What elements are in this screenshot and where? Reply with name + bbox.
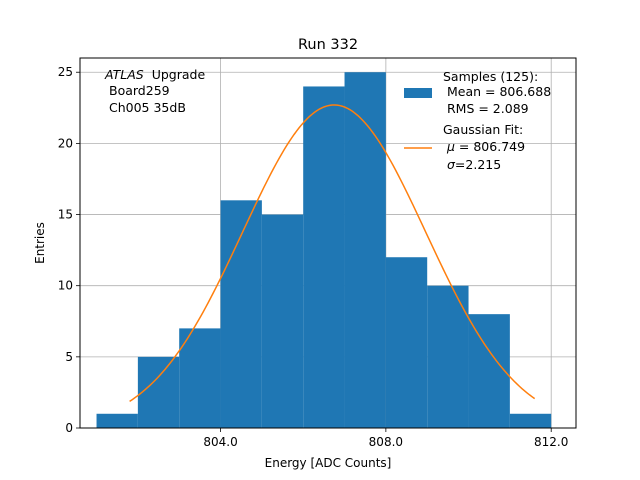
legend-samples-rms: RMS = 2.089 xyxy=(443,101,529,116)
histogram-bar xyxy=(179,328,221,428)
y-tick-label: 0 xyxy=(65,421,73,435)
y-tick-label: 20 xyxy=(58,136,73,150)
run-annotation: ATLAS Upgrade Board259 Ch005 35dB xyxy=(104,67,205,115)
x-tick-label: 812.0 xyxy=(534,435,568,449)
histogram-bar xyxy=(303,86,345,428)
histogram-bar xyxy=(468,314,510,428)
legend-samples-title: Samples (125): xyxy=(443,69,538,84)
bars-layer xyxy=(96,72,552,428)
histogram-bar xyxy=(137,356,180,428)
histogram-bar xyxy=(344,72,386,428)
y-tick-label: 10 xyxy=(58,279,73,293)
histogram-bar xyxy=(96,413,138,428)
legend-fit-title: Gaussian Fit: xyxy=(443,122,523,137)
histogram-bar xyxy=(385,257,428,428)
legend: Samples (125): Mean = 806.688 RMS = 2.08… xyxy=(404,69,551,172)
annotation-line-3: Ch005 35dB xyxy=(109,100,186,115)
x-tick-label: 808.0 xyxy=(369,435,403,449)
annotation-line-2: Board259 xyxy=(109,83,170,98)
x-tick-label: 804.0 xyxy=(203,435,237,449)
y-tick-label: 25 xyxy=(58,65,73,79)
y-tick-label: 15 xyxy=(58,208,73,222)
legend-fit-mu: μ = 806.749 xyxy=(443,139,525,154)
experiment-name: ATLAS xyxy=(104,67,144,82)
x-axis-label: Energy [ADC Counts] xyxy=(265,456,392,470)
x-axis-ticks: 804.0 808.0 812.0 xyxy=(203,428,568,449)
histogram-bar xyxy=(261,214,304,428)
svg-text:ATLAS Upgrade: ATLAS Upgrade xyxy=(104,67,205,82)
legend-samples-swatch xyxy=(404,88,432,98)
y-axis-label: Entries xyxy=(33,222,47,264)
legend-samples-mean: Mean = 806.688 xyxy=(443,84,551,99)
legend-fit-sigma: σ=2.215 xyxy=(443,157,501,172)
plot-frame xyxy=(79,57,577,429)
gaussian-fit-curve xyxy=(129,104,536,403)
histogram-bar xyxy=(427,285,469,428)
y-axis-ticks: 0 5 10 15 20 25 xyxy=(58,65,80,435)
histogram-bar xyxy=(220,200,262,428)
chart-title: Run 332 xyxy=(298,37,358,53)
annotation-line-1: Upgrade xyxy=(152,67,206,82)
y-tick-label: 5 xyxy=(65,350,73,364)
histogram-bar xyxy=(509,413,552,428)
